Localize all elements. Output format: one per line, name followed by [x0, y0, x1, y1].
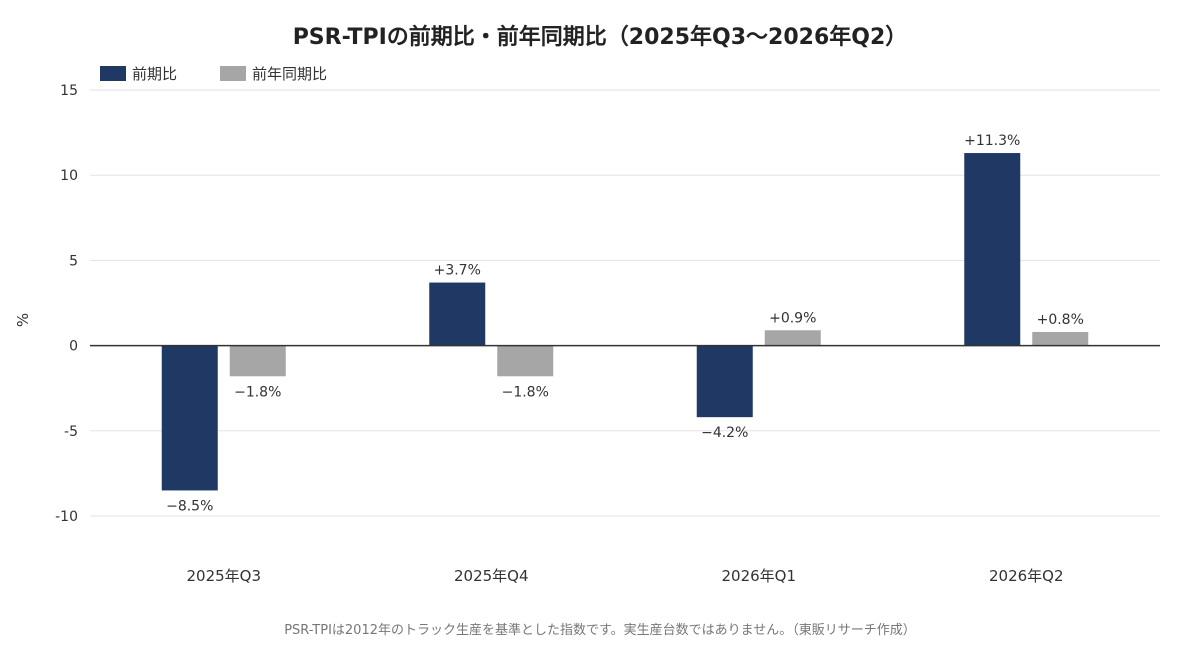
legend-swatch [220, 66, 246, 81]
y-tick-label: 10 [60, 168, 78, 184]
data-labels: −8.5% −1.8% +3.7% −1.8% −4.2% +0.9% +11.3% +0.8… [166, 133, 1084, 514]
chart-title: PSR-TPIの前期比・前年同期比（2025年Q3〜2026年Q2） [293, 24, 908, 50]
y-tick-label: -5 [64, 424, 78, 440]
data-label: −4.2% [701, 425, 748, 441]
axes: 15 10 5 0 -5 -10 2025年Q3 2025年Q4 2026年Q1 2026年Q2 [55, 83, 1160, 585]
legend-label: 前年同期比 [252, 65, 327, 83]
data-label: −1.8% [502, 384, 549, 400]
x-tick-label: 2026年Q1 [721, 567, 796, 585]
data-label: +0.8% [1037, 312, 1084, 328]
data-label: −8.5% [166, 498, 213, 514]
data-label: +11.3% [964, 133, 1020, 149]
data-label: +3.7% [434, 263, 481, 279]
bar [497, 345, 554, 377]
data-label: −1.8% [234, 384, 281, 400]
bar [696, 345, 753, 418]
legend: 前期比 前年同期比 [100, 65, 327, 83]
y-tick-label: 0 [69, 339, 78, 355]
bar [764, 330, 821, 346]
x-tick-label: 2025年Q4 [454, 567, 529, 585]
y-tick-label: 5 [69, 253, 78, 269]
bar [161, 345, 218, 491]
bar [229, 345, 286, 377]
x-tick-label: 2026年Q2 [989, 567, 1064, 585]
footnote: PSR-TPIは2012年のトラック生産を基準とした指数です。実生産台数ではあり… [284, 622, 916, 638]
legend-swatch [100, 66, 126, 81]
y-tick-label: 15 [60, 83, 78, 99]
y-axis-label: % [14, 313, 32, 327]
bar [964, 153, 1021, 346]
legend-label: 前期比 [132, 65, 177, 83]
y-tick-label: -10 [55, 509, 78, 525]
bar [429, 282, 486, 346]
bar [1032, 331, 1089, 346]
data-label: +0.9% [769, 310, 816, 326]
bars [161, 153, 1089, 491]
x-tick-label: 2025年Q3 [186, 567, 261, 585]
